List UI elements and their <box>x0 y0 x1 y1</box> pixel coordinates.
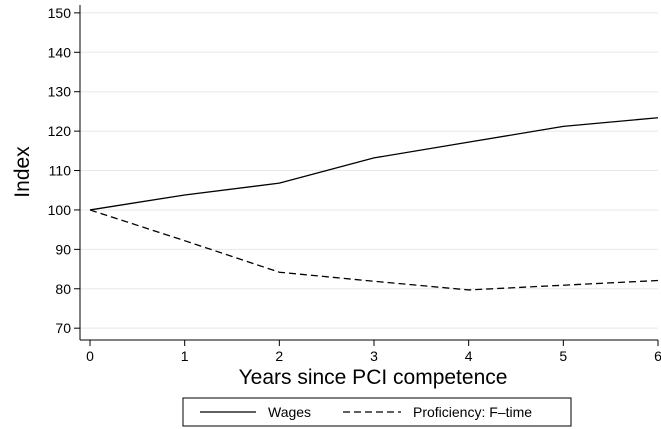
y-tick-label: 120 <box>48 123 72 139</box>
x-tick-label: 1 <box>181 348 189 364</box>
x-tick-label: 3 <box>370 348 378 364</box>
legend-label: Wages <box>268 404 311 420</box>
legend: Wages Proficiency: F–time <box>182 397 572 427</box>
x-tick-label: 5 <box>559 348 567 364</box>
y-tick-label: 70 <box>55 320 71 336</box>
y-tick-label: 100 <box>48 202 72 218</box>
series-line-wages <box>89 117 659 211</box>
y-axis-ticks: 70 80 90 100 110 120 130 140 150 <box>48 5 80 336</box>
y-tick-label: 90 <box>55 241 71 257</box>
x-tick-label: 4 <box>465 348 473 364</box>
y-tick-label: 80 <box>55 281 71 297</box>
series-lines <box>89 117 659 291</box>
x-tick-label: 2 <box>275 348 283 364</box>
legend-label: Proficiency: F–time <box>413 404 532 420</box>
y-tick-label: 140 <box>48 44 72 60</box>
x-tick-label: 6 <box>654 348 661 364</box>
gridlines <box>80 12 658 329</box>
series-line-proficiency <box>89 209 659 291</box>
y-tick-label: 150 <box>48 5 72 21</box>
x-axis-ticks: 0 1 2 3 4 5 6 <box>86 340 661 364</box>
x-tick-label: 0 <box>86 348 94 364</box>
y-tick-label: 110 <box>49 163 72 179</box>
y-tick-label: 130 <box>48 84 72 100</box>
axes <box>79 5 658 341</box>
x-axis-label: Years since PCI competence <box>239 366 508 389</box>
y-axis-label: Index <box>11 146 34 198</box>
